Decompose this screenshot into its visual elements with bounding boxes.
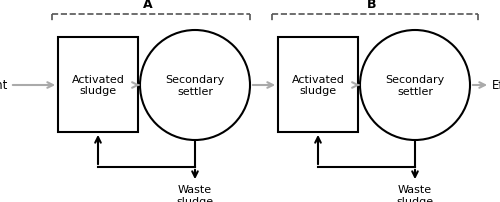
Bar — [58, 38, 138, 132]
Text: Secondary
settler: Secondary settler — [166, 75, 224, 96]
Text: Secondary
settler: Secondary settler — [386, 75, 444, 96]
Text: Effluent: Effluent — [492, 79, 500, 92]
Text: A: A — [143, 0, 153, 11]
Text: Influent: Influent — [0, 79, 8, 92]
Text: Waste
sludge: Waste sludge — [176, 184, 214, 202]
Ellipse shape — [360, 31, 470, 140]
Ellipse shape — [140, 31, 250, 140]
Text: Activated
sludge: Activated sludge — [292, 74, 344, 96]
Text: Activated
sludge: Activated sludge — [72, 74, 124, 96]
Text: B: B — [367, 0, 377, 11]
Text: Waste
sludge: Waste sludge — [396, 184, 434, 202]
Bar — [278, 38, 358, 132]
